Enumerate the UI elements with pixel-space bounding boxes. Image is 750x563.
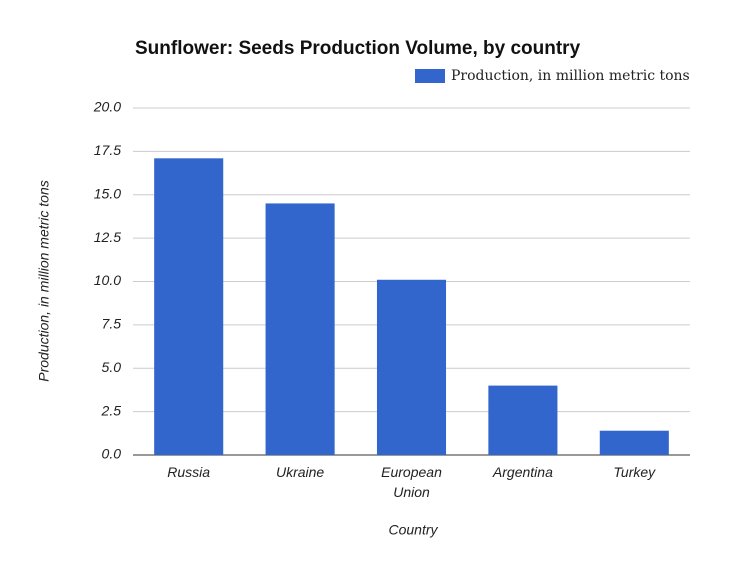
chart-title: Sunflower: Seeds Production Volume, by c…	[135, 38, 581, 59]
bar	[154, 158, 224, 455]
x-tick-label: European Union	[381, 464, 442, 500]
y-tick-label: 10.0	[94, 272, 121, 288]
legend-label: Production, in million metric tons	[451, 68, 690, 84]
x-tick-label: Ukraine	[275, 464, 325, 480]
y-tick-label: 12.5	[94, 229, 121, 245]
bar	[265, 203, 335, 455]
bar	[488, 385, 558, 455]
y-tick-label: 20.0	[93, 99, 121, 115]
bar	[376, 279, 447, 455]
x-tick-label: Argentina	[492, 464, 553, 480]
bar	[599, 430, 669, 455]
y-tick-label: 17.5	[94, 142, 121, 158]
y-tick-label: 7.5	[102, 316, 122, 332]
x-axis-title: Country	[388, 522, 438, 538]
y-axis-title: Production, in million metric tons	[36, 180, 52, 382]
y-tick-label: 2.5	[101, 402, 122, 418]
x-tick-label: Russia	[167, 464, 211, 480]
y-tick-label: 0.0	[102, 446, 122, 462]
y-tick-label: 5.0	[102, 359, 122, 375]
x-tick-label: Turkey	[613, 464, 656, 480]
legend-swatch	[415, 69, 445, 83]
y-tick-label: 15.0	[94, 185, 121, 201]
